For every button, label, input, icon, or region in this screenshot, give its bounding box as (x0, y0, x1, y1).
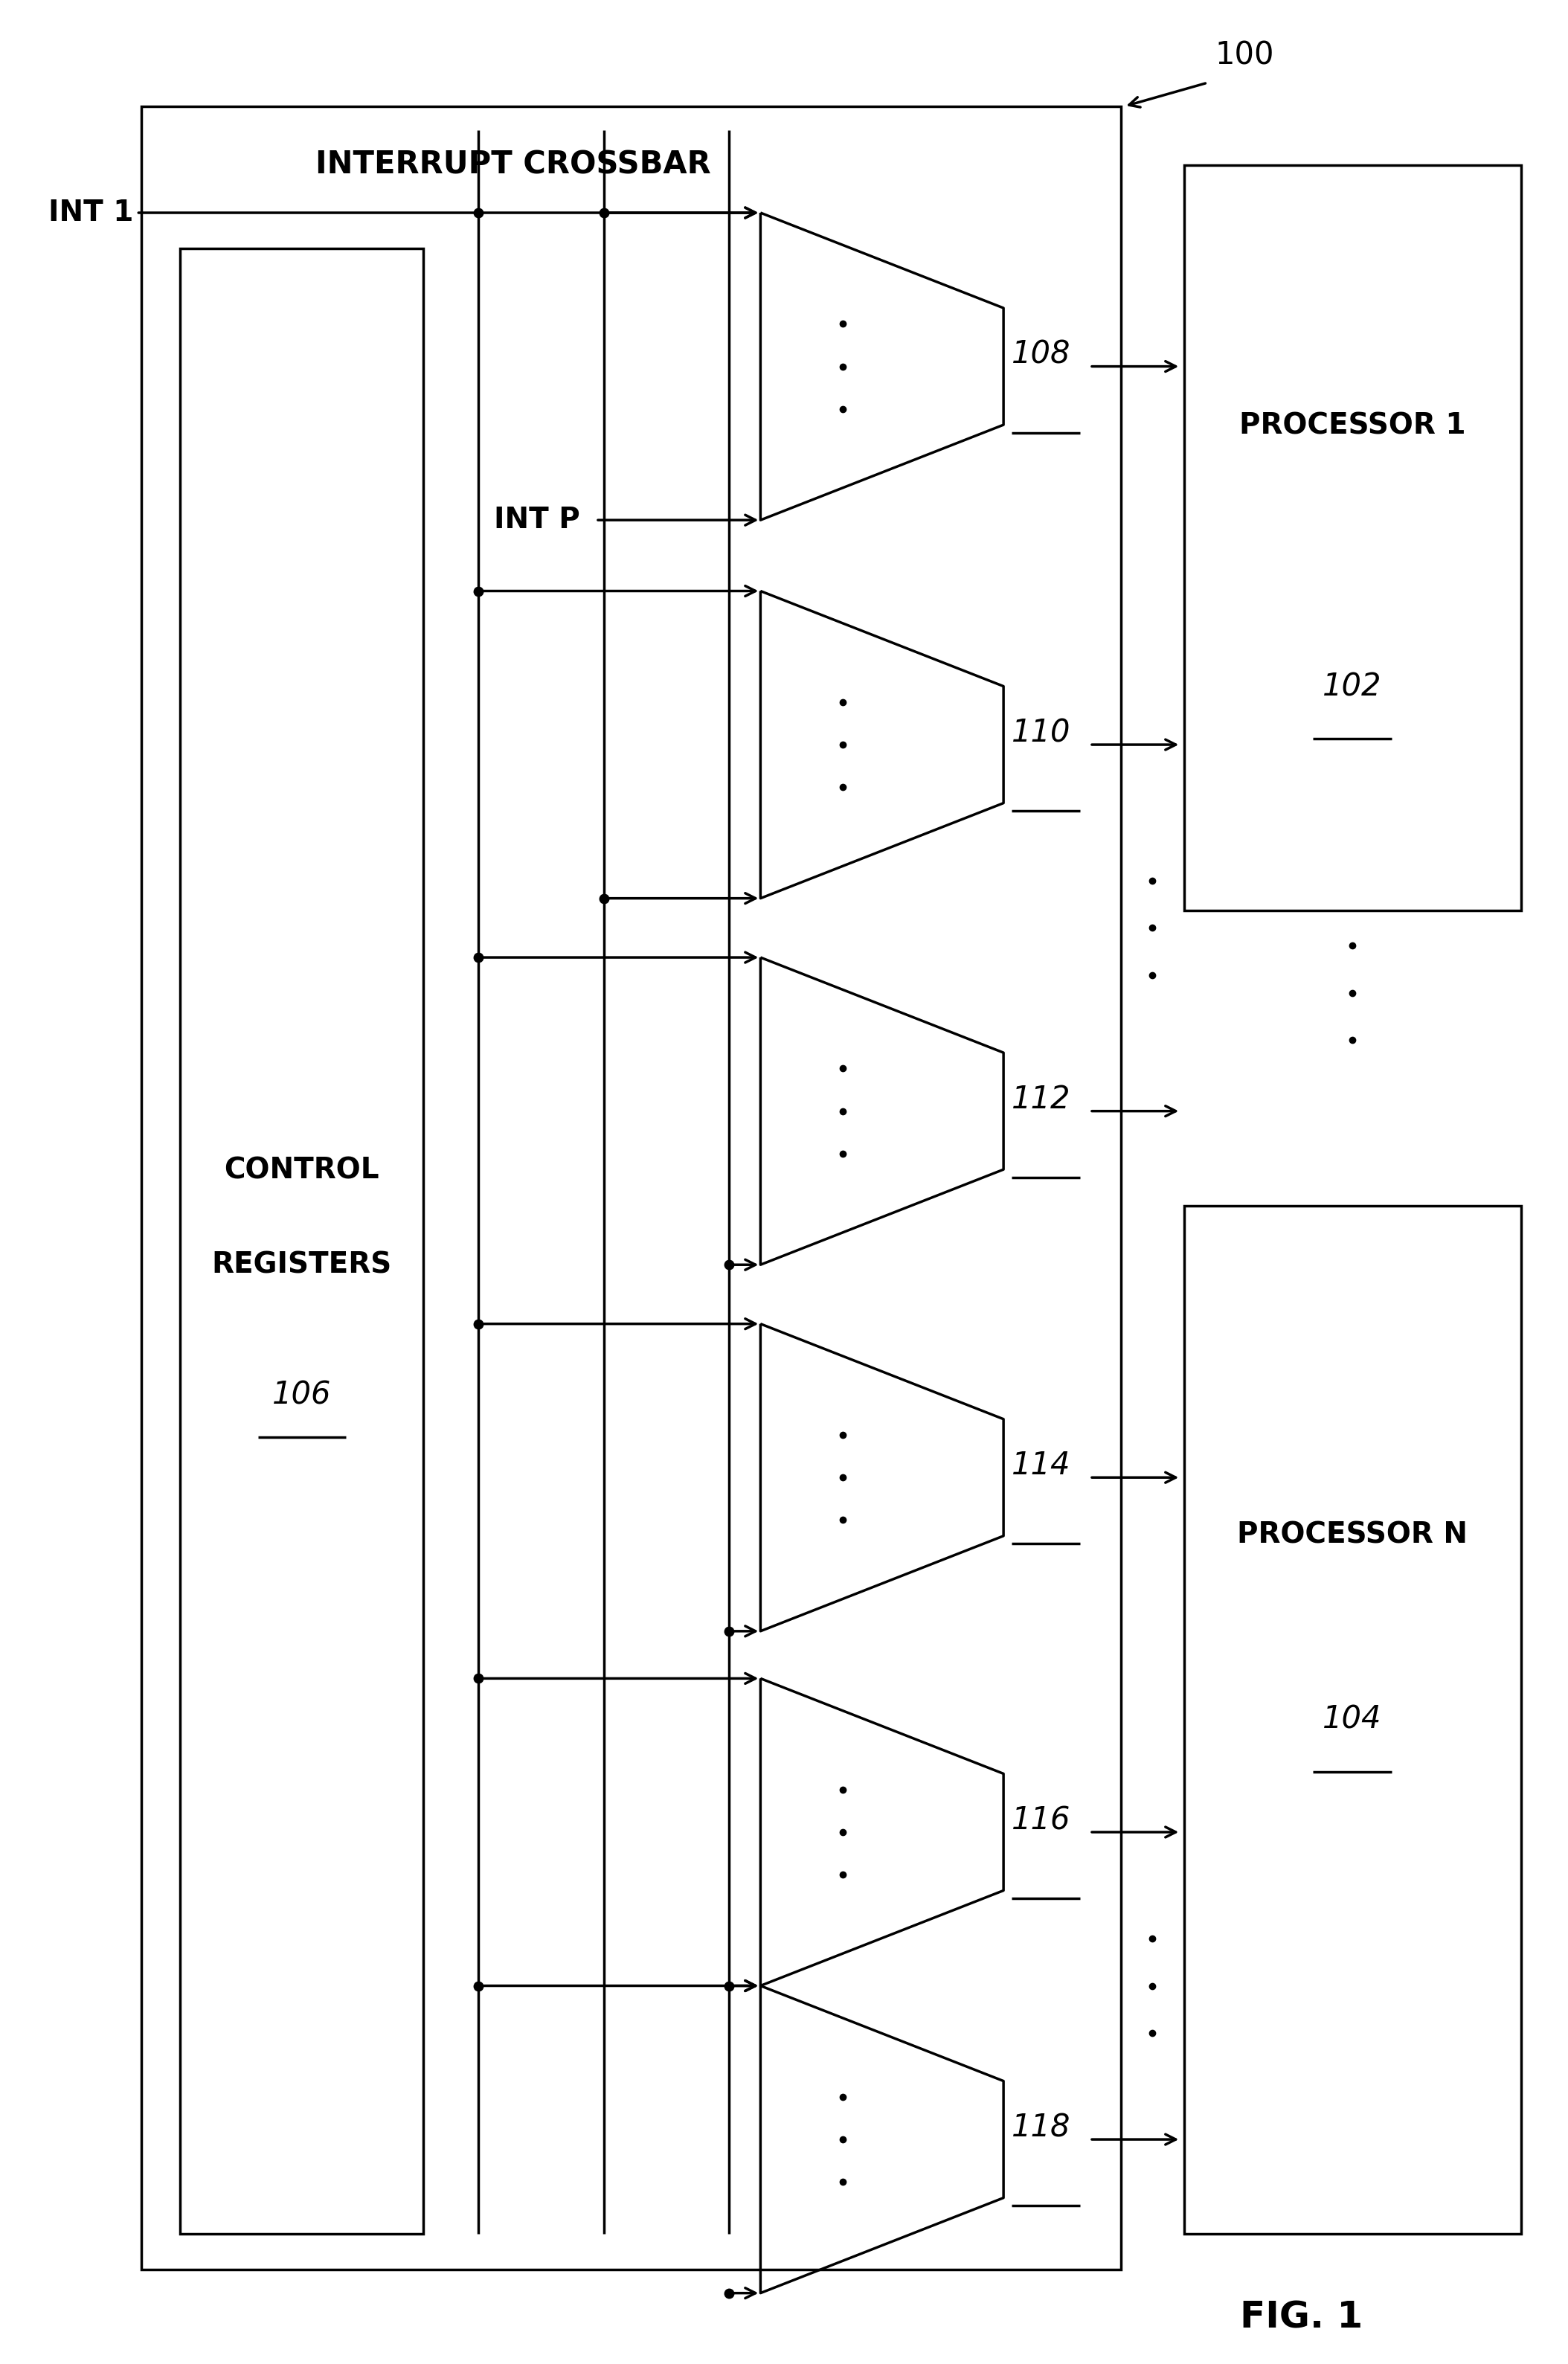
Text: 110: 110 (1011, 716, 1071, 749)
Text: INT 1: INT 1 (49, 199, 133, 227)
Text: 108: 108 (1011, 338, 1071, 371)
Text: 102: 102 (1323, 671, 1381, 702)
Text: PROCESSOR N: PROCESSOR N (1237, 1520, 1468, 1548)
Text: INT P: INT P (494, 506, 580, 534)
Text: CONTROL: CONTROL (224, 1156, 379, 1184)
Text: 106: 106 (273, 1378, 331, 1411)
Text: INTERRUPT CROSSBAR: INTERRUPT CROSSBAR (315, 149, 712, 180)
Text: PROCESSOR 1: PROCESSOR 1 (1239, 411, 1466, 440)
Text: FIG. 1: FIG. 1 (1240, 2300, 1363, 2336)
Text: REGISTERS: REGISTERS (212, 1251, 392, 1279)
Text: 118: 118 (1011, 2111, 1071, 2144)
Bar (180, 248, 423, 2234)
Text: 104: 104 (1323, 1704, 1381, 1735)
Text: 100: 100 (1215, 40, 1275, 71)
Bar (1184, 1206, 1521, 2234)
Bar (141, 106, 1121, 2269)
Text: 114: 114 (1011, 1449, 1071, 1482)
Text: 112: 112 (1011, 1083, 1071, 1116)
Text: 116: 116 (1011, 1804, 1071, 1837)
Bar (1184, 165, 1521, 910)
